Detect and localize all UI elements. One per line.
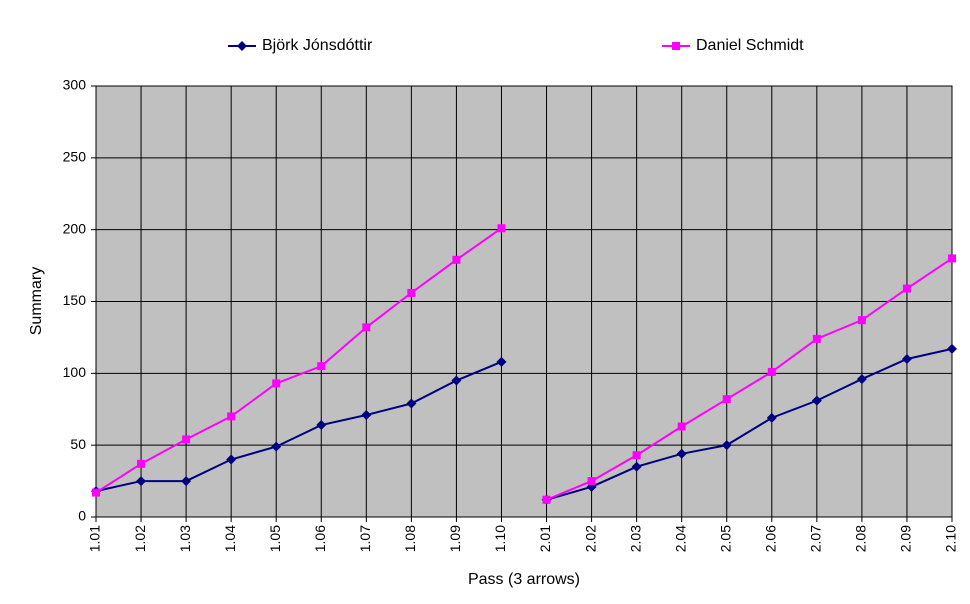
marker: [948, 254, 956, 263]
x-tick-label: 2.04: [672, 525, 688, 552]
y-axis-title: Summary: [28, 267, 45, 335]
marker: [316, 420, 327, 431]
series-line: [546, 257, 953, 501]
x-tick-label: 1.07: [357, 525, 373, 552]
marker: [226, 454, 237, 465]
marker: [137, 459, 146, 468]
x-tick-label: 1.09: [447, 525, 463, 552]
x-tick-label: 1.05: [267, 525, 283, 552]
x-tick-label: 1.04: [222, 525, 238, 552]
y-tick-label: 300: [63, 77, 87, 93]
x-tick-label: 2.02: [582, 525, 598, 552]
marker: [857, 316, 866, 325]
marker: [362, 323, 371, 332]
marker: [721, 440, 732, 451]
y-tick-label: 0: [78, 508, 86, 524]
marker: [406, 398, 417, 409]
x-tick-label: 1.10: [492, 525, 508, 552]
marker: [902, 284, 911, 293]
y-tick-label: 100: [63, 364, 87, 380]
x-tick-label: 1.06: [312, 525, 328, 552]
series-line: [95, 227, 503, 494]
marker: [497, 224, 506, 233]
marker: [92, 488, 100, 497]
series-line: [546, 347, 953, 501]
marker: [496, 356, 507, 367]
x-tick-label: 1.08: [402, 525, 418, 552]
legend-text: Björk Jónsdóttir: [262, 37, 373, 54]
marker: [766, 412, 777, 423]
marker: [181, 476, 192, 487]
x-tick-label: 2.08: [853, 525, 869, 552]
x-tick-label: 2.06: [762, 525, 778, 552]
marker: [317, 362, 326, 371]
y-tick-label: 150: [63, 292, 87, 308]
x-tick-label: 2.03: [627, 525, 643, 552]
marker: [271, 441, 282, 452]
marker: [136, 476, 147, 487]
marker: [182, 435, 191, 444]
marker: [901, 353, 912, 364]
marker: [227, 412, 236, 421]
marker: [272, 379, 281, 388]
marker: [237, 41, 247, 51]
marker: [767, 367, 776, 376]
marker: [672, 42, 680, 50]
marker: [407, 288, 416, 297]
marker: [451, 375, 462, 386]
y-tick-label: 200: [63, 220, 87, 236]
marker: [452, 255, 461, 264]
marker: [542, 495, 551, 504]
marker: [811, 395, 822, 406]
x-tick-label: 2.07: [808, 525, 824, 552]
marker: [676, 448, 687, 459]
legend-text: Daniel Schmidt: [696, 37, 804, 54]
y-tick-label: 50: [70, 436, 86, 452]
x-tick-label: 2.05: [717, 525, 733, 552]
marker: [677, 422, 686, 431]
x-tick-label: 2.10: [943, 525, 959, 552]
y-tick-label: 250: [63, 149, 87, 165]
plot-border: [95, 85, 953, 518]
marker: [361, 409, 372, 420]
marker: [947, 343, 957, 354]
marker: [722, 395, 731, 404]
x-tick-label: 1.02: [132, 525, 148, 552]
marker: [587, 477, 596, 486]
marker: [856, 374, 867, 385]
marker: [812, 334, 821, 343]
x-tick-label: 1.01: [87, 525, 103, 552]
x-tick-label: 2.09: [898, 525, 914, 552]
x-axis-title: Pass (3 arrows): [468, 571, 580, 588]
x-tick-label: 2.01: [537, 525, 553, 552]
x-tick-label: 1.03: [177, 525, 193, 552]
series-line: [95, 360, 502, 493]
marker: [631, 461, 642, 472]
marker: [632, 451, 641, 460]
